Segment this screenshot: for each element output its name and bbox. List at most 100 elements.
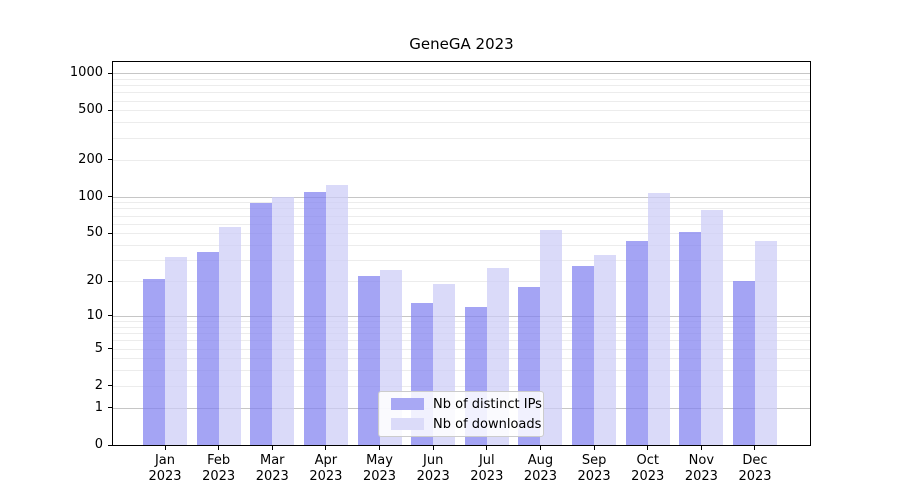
chart-title: GeneGA 2023 (409, 35, 514, 53)
minor-gridline (113, 215, 810, 217)
legend-swatch (391, 398, 424, 410)
x-tick-label: Mar 2023 (240, 453, 304, 485)
bar-distinct-ips (143, 278, 165, 445)
y-tick-label: 0 (94, 437, 103, 452)
x-tick-month: Aug (527, 453, 554, 468)
bar-distinct-ips (732, 281, 755, 445)
minor-gridline (113, 358, 810, 360)
bar-distinct-ips (572, 265, 595, 445)
bar-downloads (647, 192, 670, 445)
bar-downloads (165, 256, 187, 445)
x-tick-month: Jul (478, 453, 495, 468)
x-tick-month: Dec (742, 453, 768, 468)
x-tick-mark (432, 446, 434, 450)
x-tick-year: 2023 (631, 469, 665, 484)
y-tick-mark (108, 407, 112, 409)
x-tick-label: May 2023 (348, 453, 412, 485)
x-tick-label: Oct 2023 (616, 453, 680, 485)
minor-gridline (113, 202, 810, 204)
bar-downloads (218, 227, 241, 445)
y-tick-mark (108, 232, 112, 234)
x-tick-year: 2023 (309, 469, 343, 484)
bar-distinct-ips (303, 191, 326, 445)
major-gridline (113, 315, 810, 317)
x-tick-label: Jan 2023 (133, 453, 197, 485)
y-tick-mark (108, 348, 112, 350)
y-tick-label: 1 (94, 399, 103, 415)
x-tick-mark (218, 446, 220, 450)
minor-gridline (113, 260, 810, 262)
bar-downloads (754, 241, 777, 445)
x-tick-month: Sep (581, 453, 607, 468)
x-tick-month: Apr (314, 453, 338, 468)
x-tick-month: May (366, 453, 393, 468)
plot-area (112, 61, 811, 446)
minor-gridline (113, 245, 810, 247)
x-tick-year: 2023 (148, 469, 182, 484)
y-tick-label: 10 (86, 307, 103, 323)
y-tick-mark (108, 385, 112, 387)
major-gridline (113, 73, 810, 75)
y-tick-label: 5 (94, 340, 103, 356)
minor-gridline (113, 385, 810, 387)
minor-gridline (113, 370, 810, 372)
y-tick-label: 500 (78, 102, 103, 118)
minor-gridline (113, 281, 810, 283)
x-tick-month: Oct (636, 453, 659, 468)
legend-row: Nb of downloads (391, 417, 543, 432)
bar-distinct-ips (625, 241, 648, 445)
bar-distinct-ips (250, 202, 273, 445)
y-tick-mark (108, 196, 112, 198)
major-gridline (113, 196, 810, 198)
minor-gridline (113, 223, 810, 225)
x-tick-mark (486, 446, 488, 450)
x-tick-month: Jun (423, 453, 444, 468)
minor-gridline (113, 233, 810, 235)
bar-downloads (594, 255, 617, 445)
x-tick-year: 2023 (470, 469, 504, 484)
x-tick-year: 2023 (684, 469, 718, 484)
legend-swatch (391, 418, 424, 430)
minor-gridline (113, 348, 810, 350)
minor-gridline (113, 92, 810, 94)
x-tick-year: 2023 (255, 469, 289, 484)
x-tick-month: Feb (207, 453, 231, 468)
minor-gridline (113, 326, 810, 328)
bar-downloads (540, 230, 563, 445)
y-tick-mark (108, 444, 112, 446)
y-tick-label: 20 (86, 273, 103, 289)
minor-gridline (113, 100, 810, 102)
y-tick-mark (108, 109, 112, 111)
x-tick-mark (325, 446, 327, 450)
y-tick-label: 50 (86, 225, 103, 241)
minor-gridline (113, 122, 810, 124)
x-tick-month: Nov (688, 453, 715, 468)
minor-gridline (113, 159, 810, 161)
minor-gridline (113, 137, 810, 139)
legend-label: Nb of downloads (433, 416, 542, 432)
x-tick-year: 2023 (738, 469, 772, 484)
y-tick-mark (108, 315, 112, 317)
y-tick-mark (108, 280, 112, 282)
x-tick-year: 2023 (202, 469, 236, 484)
x-tick-mark (379, 446, 381, 450)
legend-row: Nb of distinct IPs (391, 397, 543, 412)
x-tick-label: Jun 2023 (401, 453, 465, 485)
minor-gridline (113, 321, 810, 323)
x-tick-label: Apr 2023 (294, 453, 358, 485)
x-tick-year: 2023 (362, 469, 397, 484)
x-tick-month: Jan (154, 453, 176, 468)
x-tick-label: Jul 2023 (455, 453, 519, 485)
x-tick-month: Mar (260, 453, 285, 468)
y-tick-mark (108, 72, 112, 74)
bar-distinct-ips (679, 232, 702, 445)
x-tick-label: Feb 2023 (187, 453, 251, 485)
x-tick-mark (271, 446, 273, 450)
y-tick-label: 1000 (69, 65, 103, 81)
x-tick-mark (164, 446, 166, 450)
x-tick-year: 2023 (577, 469, 611, 484)
legend: Nb of distinct IPs Nb of downloads (378, 391, 544, 437)
x-tick-mark (593, 446, 595, 450)
x-tick-mark (539, 446, 541, 450)
y-tick-label: 100 (78, 188, 103, 204)
